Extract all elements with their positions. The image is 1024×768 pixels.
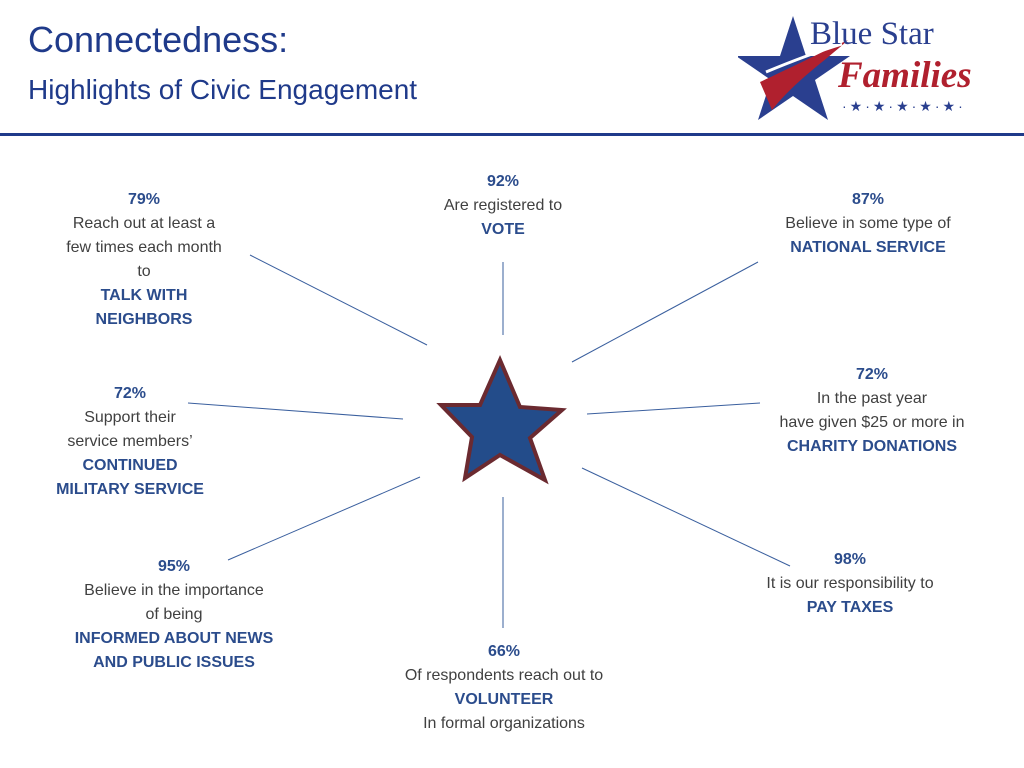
stat-charity-donations: 72% In the past year have given $25 or m… — [752, 363, 992, 459]
stat-continued-military-service: 72% Support their service members’ CONTI… — [40, 382, 220, 502]
connector-pay-taxes — [581, 467, 791, 567]
stat-percentage: 72% — [855, 366, 889, 383]
stat-highlight: NATIONAL SERVICE — [790, 239, 946, 256]
center-star-icon — [436, 354, 567, 485]
stat-percentage: 87% — [851, 191, 885, 208]
blue-star-families-logo: Blue Star Families ·★·★·★·★·★· — [736, 14, 1014, 124]
stat-description: Believe in some type of — [785, 215, 951, 232]
stat-description: Support their service members’ — [67, 409, 193, 450]
logo-text-blue-star: Blue Star — [810, 16, 934, 52]
logo-star-row: ·★·★·★·★·★· — [842, 98, 966, 114]
stat-highlight: TALK WITH NEIGHBORS — [95, 287, 193, 328]
stat-percentage: 79% — [127, 191, 161, 208]
slide-subtitle: Highlights of Civic Engagement — [28, 74, 418, 105]
stat-percentage: 66% — [487, 643, 521, 660]
connector-talk-with-neighbors — [249, 254, 428, 346]
logo-star-icon — [736, 16, 850, 120]
stat-description: It is our responsibility to — [766, 575, 934, 592]
logo-text-families: Families — [838, 55, 972, 96]
stat-highlight: INFORMED ABOUT NEWS AND PUBLIC ISSUES — [74, 630, 274, 671]
stat-national-service: 87% Believe in some type of NATIONAL SER… — [752, 188, 984, 260]
stat-footer: In formal organizations — [423, 715, 585, 732]
slide-title: Connectedness: — [28, 19, 289, 60]
connector-continued-military-service — [187, 402, 404, 420]
connector-informed-news — [227, 476, 421, 561]
stat-highlight: VOLUNTEER — [454, 691, 554, 708]
stat-highlight: CHARITY DONATIONS — [786, 438, 958, 455]
stat-talk-with-neighbors: 79% Reach out at least a few times each … — [46, 188, 242, 332]
stat-description: In the past year have given $25 or more … — [779, 390, 965, 431]
stat-pay-taxes: 98% It is our responsibility to PAY TAXE… — [730, 548, 970, 620]
stat-vote: 92% Are registered to VOTE — [403, 170, 603, 242]
stat-description: Are registered to — [443, 197, 563, 214]
stat-informed-news: 95% Believe in the importance of being I… — [50, 555, 298, 675]
stat-volunteer: 66% Of respondents reach out to VOLUNTEE… — [376, 640, 632, 736]
stat-description: Believe in the importance of being — [84, 582, 264, 623]
stat-percentage: 92% — [486, 173, 520, 190]
connector-national-service — [571, 261, 759, 363]
stat-percentage: 98% — [833, 551, 867, 568]
connector-charity-donations — [586, 402, 761, 415]
stat-description: Reach out at least a few times each mont… — [66, 215, 222, 280]
stat-highlight: PAY TAXES — [806, 599, 894, 616]
stat-highlight: VOTE — [481, 221, 525, 238]
stat-percentage: 95% — [157, 558, 191, 575]
stat-description: Of respondents reach out to — [404, 667, 604, 684]
header-divider — [0, 133, 1024, 136]
stat-highlight: CONTINUED MILITARY SERVICE — [56, 457, 204, 498]
stat-percentage: 72% — [113, 385, 147, 402]
